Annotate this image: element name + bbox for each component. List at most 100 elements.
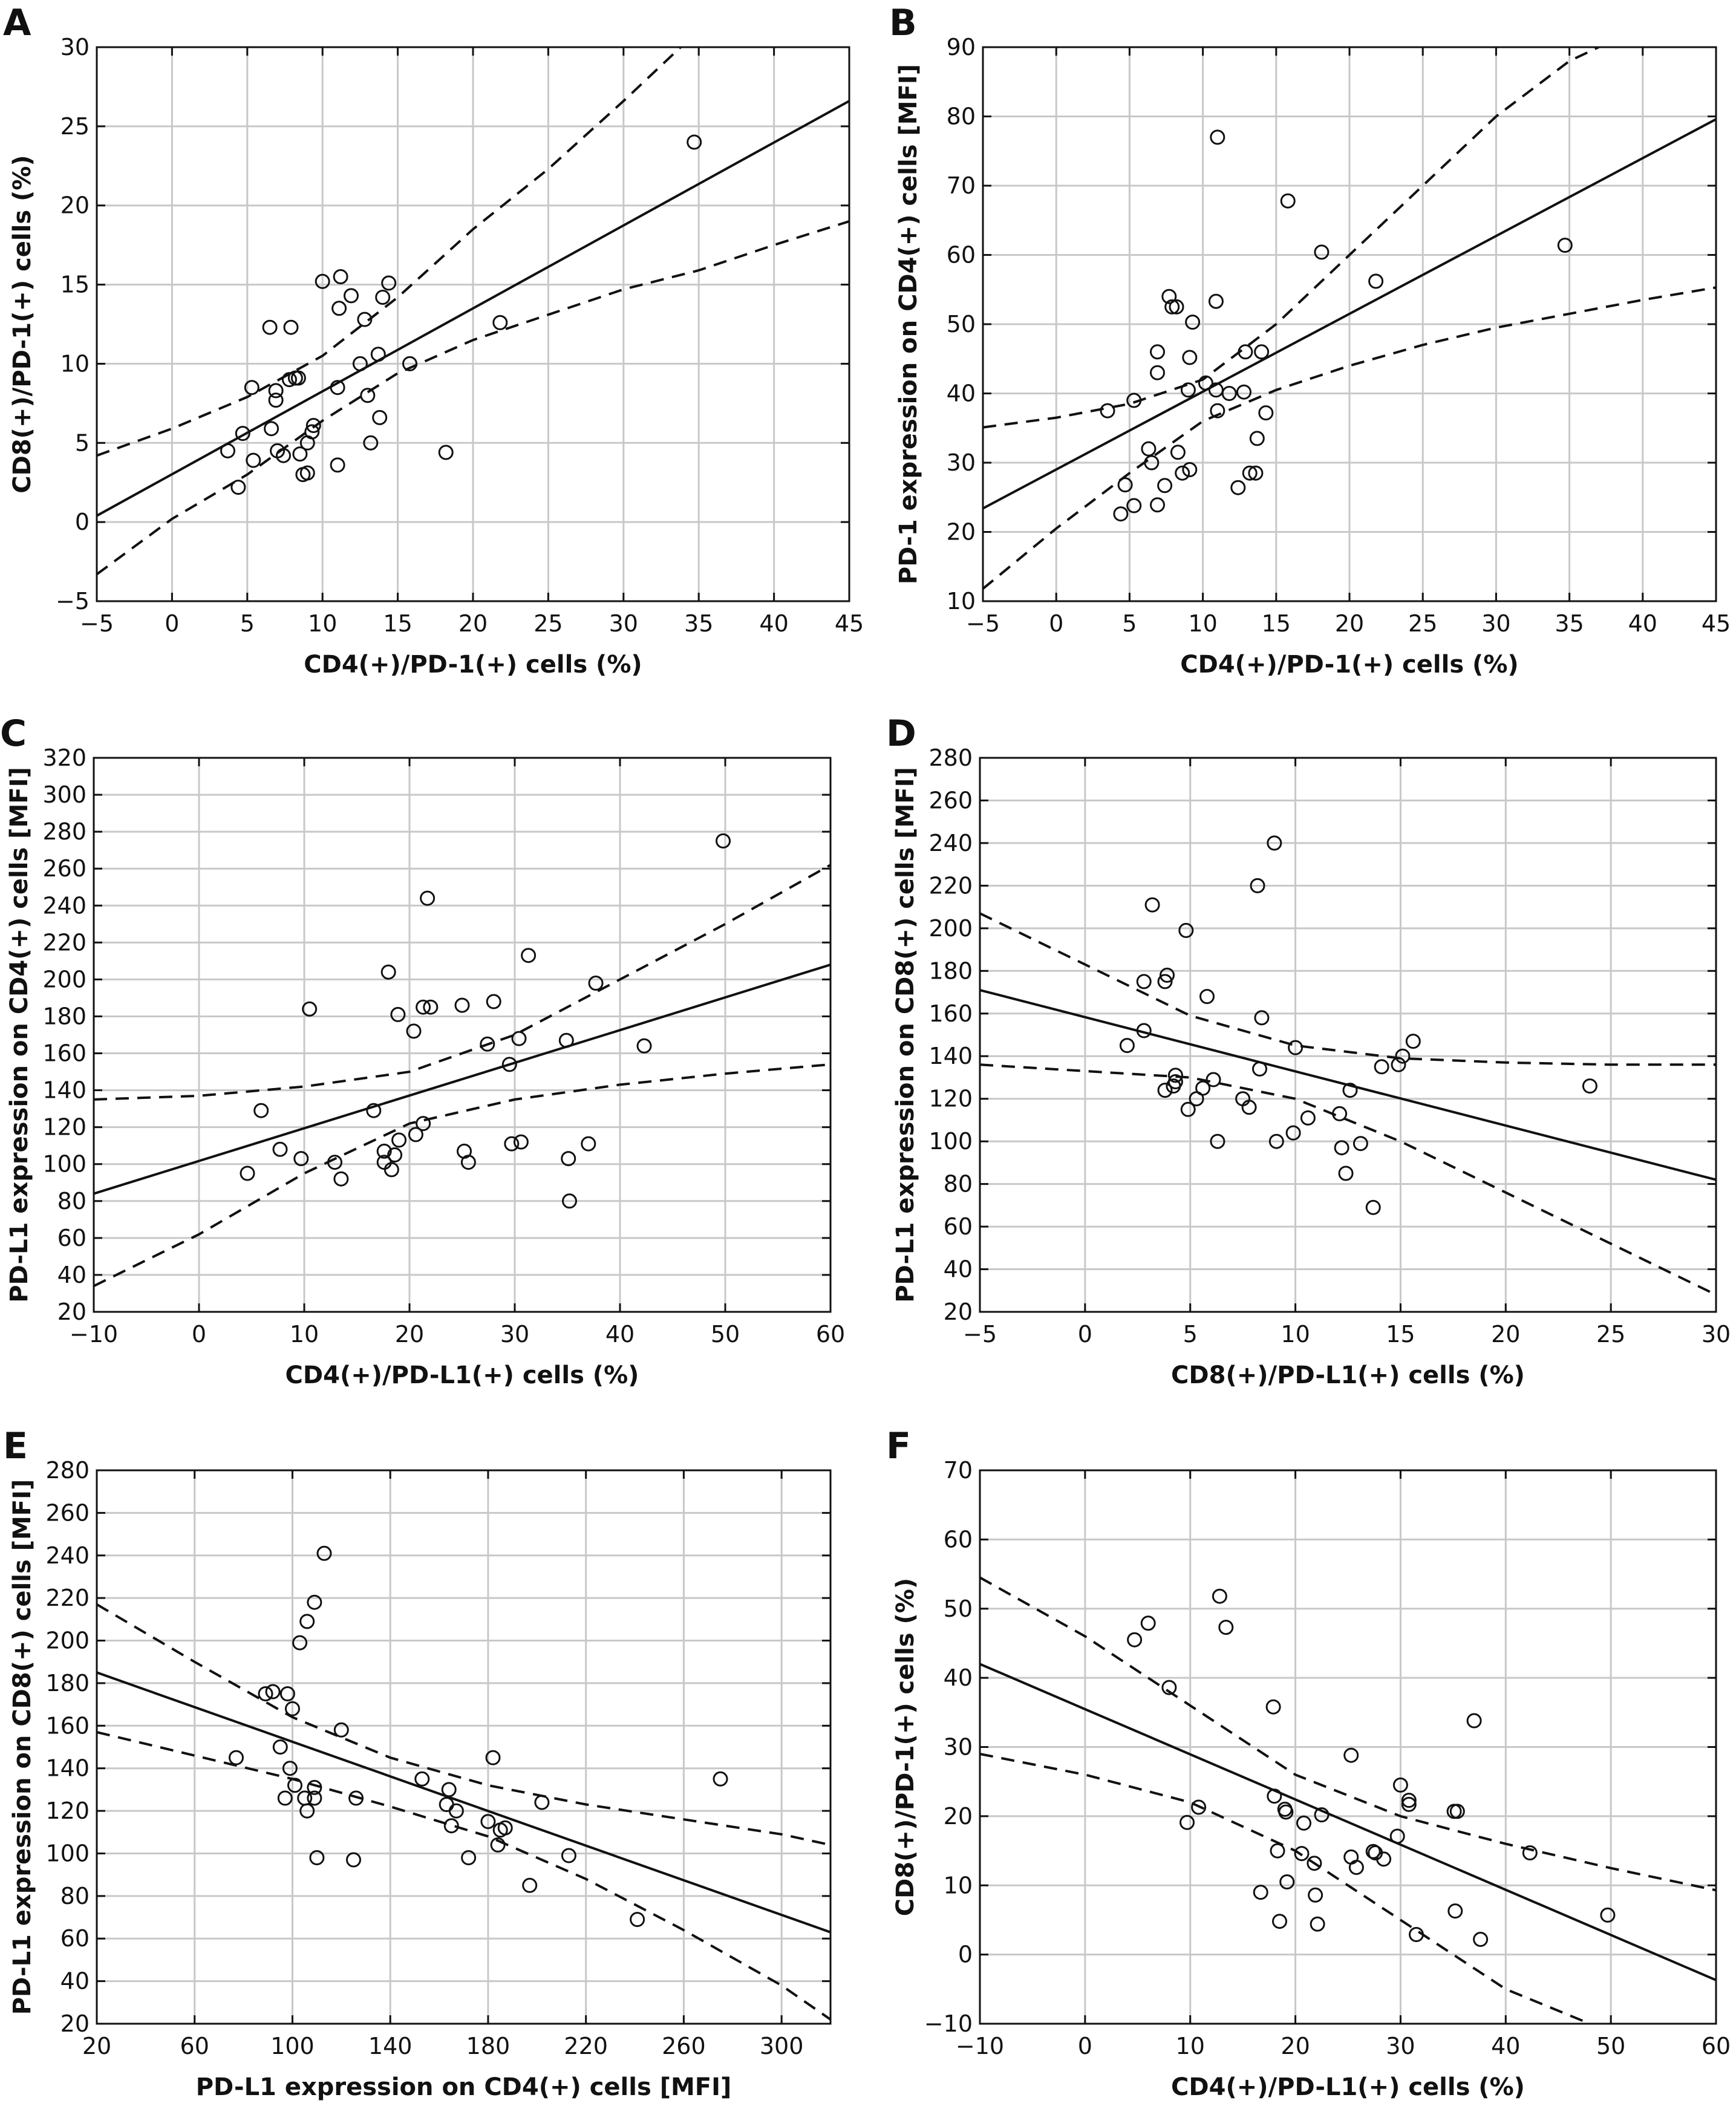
data-point xyxy=(1449,1804,1465,1819)
data-point xyxy=(1195,1080,1211,1096)
data-point xyxy=(1401,1796,1417,1812)
data-point xyxy=(229,1750,244,1765)
x-tick-label: 35 xyxy=(1555,610,1584,637)
ci-upper-line xyxy=(94,864,830,1101)
data-point xyxy=(1170,445,1186,460)
y-axis-title: CD8(+)/PD-1(+) cells (%) xyxy=(8,155,36,493)
y-tick-label: 70 xyxy=(944,1457,973,1484)
data-point xyxy=(636,1038,652,1054)
y-tick-label: 40 xyxy=(944,1256,973,1283)
x-tick-label: 60 xyxy=(180,2033,209,2059)
data-point xyxy=(276,448,291,463)
data-point xyxy=(1392,1777,1408,1793)
data-point xyxy=(1409,1927,1424,1942)
data-point xyxy=(1161,288,1177,304)
data-point xyxy=(1582,1078,1597,1094)
y-tick-label: 100 xyxy=(45,1840,90,1866)
data-point xyxy=(408,1127,423,1143)
y-tick-label: 120 xyxy=(45,1798,90,1824)
data-point xyxy=(344,288,359,304)
data-point xyxy=(1199,989,1215,1005)
data-point xyxy=(1117,477,1133,493)
data-point xyxy=(357,311,373,327)
data-point xyxy=(330,380,345,396)
data-point xyxy=(443,1818,459,1834)
panel-a: A −5 0 5 10 15 20 25 30 35 40 45 −5 0 5 10 15 20 25 30 CD4(+… xyxy=(3,2,864,679)
data-point xyxy=(558,1032,574,1048)
data-point xyxy=(1300,1110,1316,1126)
x-axis-title: CD4(+)/PD-1(+) cells (%) xyxy=(1180,651,1518,679)
data-point xyxy=(1395,1048,1411,1064)
data-point xyxy=(1140,1615,1156,1631)
data-point xyxy=(521,948,537,963)
x-tick-label: −10 xyxy=(70,1321,118,1348)
data-point xyxy=(376,1143,392,1159)
data-point xyxy=(264,421,279,437)
y-tick-label: 20 xyxy=(60,192,90,219)
data-point xyxy=(299,1614,315,1629)
x-tick-label: 40 xyxy=(605,1321,635,1348)
x-tick-label: 40 xyxy=(1491,2033,1520,2059)
data-point xyxy=(240,1165,255,1181)
data-point xyxy=(1198,375,1213,391)
data-point xyxy=(1180,1814,1195,1830)
x-axis-title: CD4(+)/PD-L1(+) cells (%) xyxy=(286,1361,639,1389)
data-point xyxy=(562,1193,577,1209)
panel-letter: C xyxy=(0,712,27,755)
y-tick-label: 200 xyxy=(42,966,86,993)
data-point xyxy=(387,1147,403,1162)
x-tick-label: 5 xyxy=(1122,610,1137,637)
data-point xyxy=(1250,878,1265,893)
y-tick-label: 120 xyxy=(928,1086,973,1112)
x-tick-label: 5 xyxy=(240,610,255,637)
data-point xyxy=(461,1850,477,1865)
data-point xyxy=(360,388,376,403)
y-tick-label: 220 xyxy=(928,872,973,899)
x-tick-label: −5 xyxy=(963,1321,997,1348)
data-point xyxy=(1252,1061,1267,1077)
data-point xyxy=(315,273,330,289)
data-point xyxy=(309,1850,325,1865)
data-point xyxy=(1522,1845,1538,1860)
y-tick-label: 50 xyxy=(944,1596,973,1622)
ci-lower-line xyxy=(94,1063,830,1288)
x-tick-label: 60 xyxy=(816,1321,845,1348)
data-point xyxy=(1150,344,1165,360)
panel-letter: D xyxy=(886,712,916,755)
y-tick-label: 120 xyxy=(42,1114,86,1141)
data-point xyxy=(485,1750,501,1765)
data-point xyxy=(307,1594,322,1610)
data-point xyxy=(588,976,604,991)
data-point xyxy=(1308,1887,1323,1903)
data-point xyxy=(372,409,388,425)
data-point xyxy=(1218,1620,1234,1635)
data-point xyxy=(402,356,417,371)
data-point xyxy=(1210,129,1225,145)
y-tick-label: 280 xyxy=(42,818,86,845)
y-tick-label: 140 xyxy=(45,1755,90,1782)
data-point xyxy=(581,1136,596,1152)
data-point xyxy=(1314,244,1330,260)
data-point xyxy=(307,1790,322,1806)
data-point xyxy=(1119,1038,1135,1054)
x-tick-label: 20 xyxy=(458,610,488,637)
ci-lower-line xyxy=(97,220,849,576)
x-tick-label: −5 xyxy=(80,610,114,637)
data-point xyxy=(244,380,259,396)
y-tick-label: 20 xyxy=(57,1299,86,1325)
data-point xyxy=(327,1155,342,1170)
ci-upper-line xyxy=(980,1576,1716,1892)
y-tick-label: 300 xyxy=(42,781,86,808)
data-point xyxy=(292,1635,308,1651)
data-point xyxy=(1242,465,1258,481)
panel-d: D −5 0 5 10 15 20 25 30 20 40 60 80 100 120 140 160 180 20… xyxy=(886,712,1731,1389)
x-tick-label: 140 xyxy=(368,2033,413,2059)
y-tick-label: 240 xyxy=(928,830,973,856)
data-point xyxy=(287,1778,302,1793)
x-tick-label: 10 xyxy=(1188,610,1217,637)
data-point xyxy=(390,1006,406,1022)
y-axis-title: PD-1 expression on CD4(+) cells [MFI] xyxy=(895,64,922,584)
ci-upper-line xyxy=(97,1603,830,1847)
y-tick-label: 40 xyxy=(947,380,976,407)
y-tick-label: 260 xyxy=(45,1499,90,1526)
